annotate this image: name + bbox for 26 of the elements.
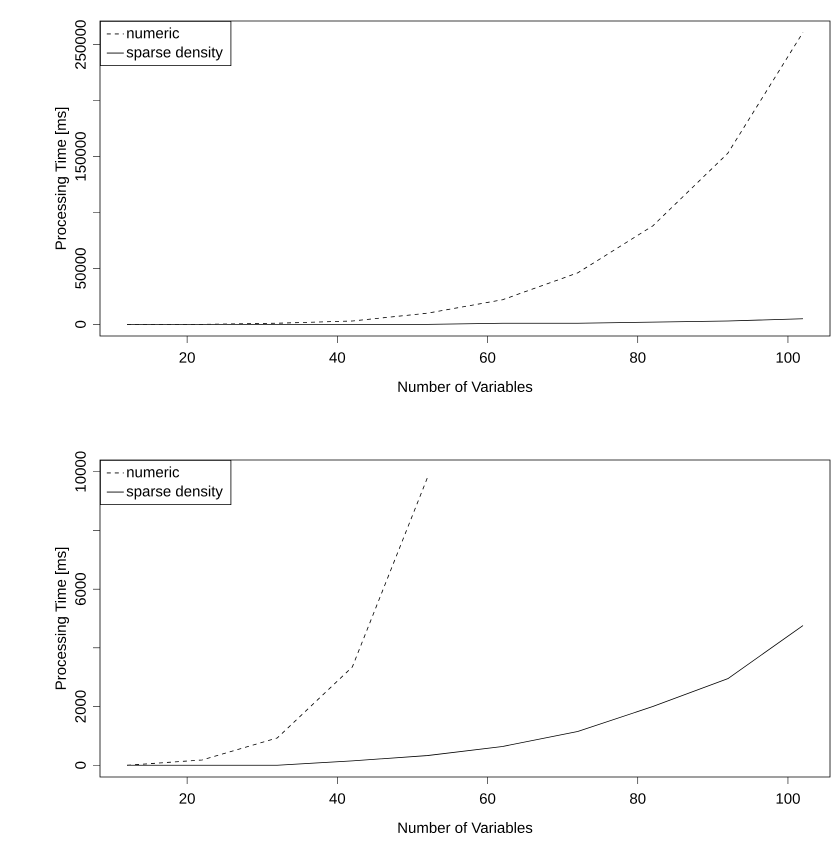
x-tick-label: 80 [630,352,646,363]
y-tick-label: 0 [75,762,86,769]
y-tick-label: 250000 [75,20,86,69]
legend-label: sparse density [126,46,223,60]
y-tick-label: 50000 [75,248,86,289]
x-tick-label: 60 [480,793,496,804]
x-tick-label: 100 [776,352,800,363]
x-tick-label: 40 [329,352,346,363]
y-tick-label: 2000 [75,690,86,722]
y-axis-title: Processing Time [ms] [54,548,69,690]
x-tick-label: 80 [630,793,646,804]
x-axis-title: Number of Variables [398,822,532,834]
legend-label: sparse density [126,485,223,500]
y-tick-label: 150000 [75,132,86,180]
x-tick-label: 100 [776,793,800,804]
x-tick-label: 40 [329,793,346,804]
x-tick-label: 20 [180,793,195,804]
x-axis-title: Number of Variables [398,381,532,392]
y-tick-label: 6000 [75,573,86,606]
x-tick-label: 20 [180,352,195,363]
y-axis-title: Processing Time [ms] [54,108,69,250]
y-tick-label: 10000 [75,451,86,492]
y-tick-label: 0 [75,320,86,328]
legend-label: numeric [127,27,180,38]
legend-label: numeric [127,466,180,478]
x-tick-label: 60 [480,352,496,363]
